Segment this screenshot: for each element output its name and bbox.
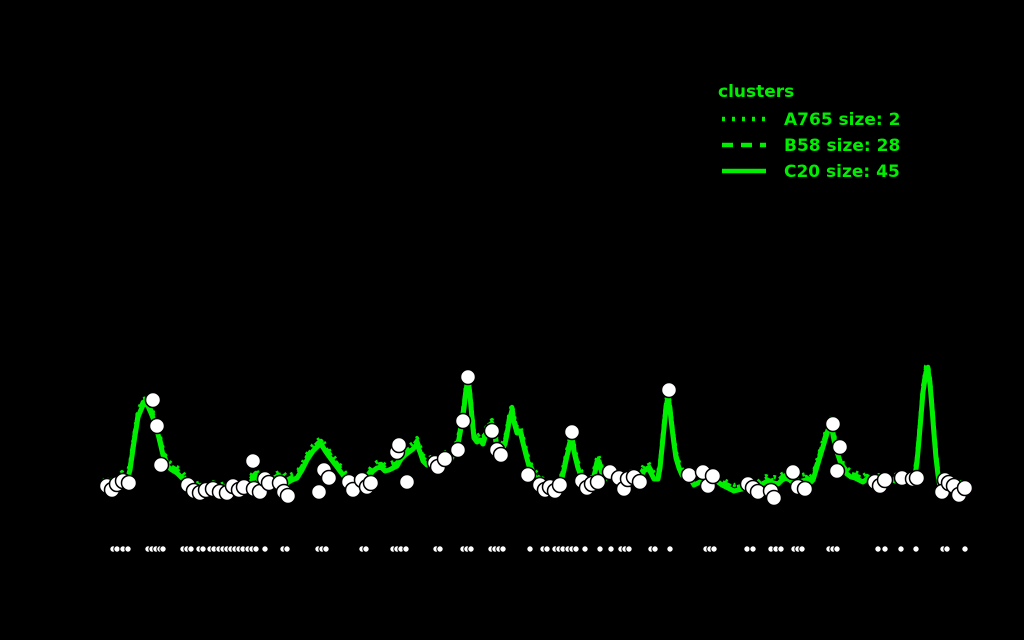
rug-point <box>526 545 534 553</box>
data-point-marker <box>765 489 783 507</box>
data-point-marker <box>152 456 170 474</box>
legend-label-c20: C20 size: 45 <box>784 162 900 182</box>
rug-point <box>749 545 757 553</box>
rug-point <box>261 545 269 553</box>
rug-point <box>874 545 882 553</box>
rug-point <box>252 545 260 553</box>
data-point-marker <box>831 438 849 456</box>
data-point-marker <box>563 423 581 441</box>
data-point-marker <box>551 476 569 494</box>
rug-point <box>187 545 195 553</box>
rug-point <box>881 545 889 553</box>
rug-point <box>159 545 167 553</box>
rug-point <box>467 545 475 553</box>
data-point-marker <box>828 462 846 480</box>
rug-point <box>499 545 507 553</box>
data-point-marker <box>449 441 467 459</box>
data-point-marker <box>660 381 678 399</box>
data-point-marker <box>144 391 162 409</box>
rug-point <box>625 545 633 553</box>
rug-point <box>743 545 751 553</box>
data-point-marker <box>148 417 166 435</box>
rug-point <box>581 545 589 553</box>
legend-title: clusters <box>718 82 794 102</box>
rug-point <box>666 545 674 553</box>
rug-point <box>362 545 370 553</box>
data-point-marker <box>483 422 501 440</box>
rug-point <box>596 545 604 553</box>
rug-point <box>113 545 121 553</box>
data-point-marker <box>519 466 537 484</box>
rug-point <box>961 545 969 553</box>
rug-point <box>912 545 920 553</box>
legend-item-c20: C20 size: 45 <box>722 162 900 182</box>
medoid-markers-layer <box>98 368 974 507</box>
data-point-marker <box>796 480 814 498</box>
rug-point <box>710 545 718 553</box>
rug-point <box>897 545 905 553</box>
data-point-marker <box>876 471 894 489</box>
data-point-marker <box>492 446 510 464</box>
data-point-marker <box>244 452 262 470</box>
rug-point <box>124 545 132 553</box>
legend-item-b58: B58 size: 28 <box>722 136 900 156</box>
data-point-marker <box>784 463 802 481</box>
rug-point <box>199 545 207 553</box>
rug-point <box>543 545 551 553</box>
rug-point <box>777 545 785 553</box>
rug-point <box>436 545 444 553</box>
legend: clusters A765 size: 2 B58 size: 28 C20 s… <box>718 82 900 182</box>
data-point-marker <box>680 466 698 484</box>
data-point-marker <box>454 412 472 430</box>
rug-point <box>402 545 410 553</box>
rug-points-layer <box>109 545 969 553</box>
legend-label-b58: B58 size: 28 <box>784 136 900 156</box>
rug-point <box>651 545 659 553</box>
data-point-marker <box>631 473 649 491</box>
data-point-marker <box>956 479 974 497</box>
data-point-marker <box>908 469 926 487</box>
data-point-marker <box>704 467 722 485</box>
rug-point <box>283 545 291 553</box>
data-point-marker <box>436 450 454 468</box>
rug-point <box>572 545 580 553</box>
legend-item-a765: A765 size: 2 <box>722 110 900 130</box>
rug-point <box>943 545 951 553</box>
data-point-marker <box>824 415 842 433</box>
rug-point <box>607 545 615 553</box>
data-point-marker <box>279 487 297 505</box>
rug-point <box>798 545 806 553</box>
legend-label-a765: A765 size: 2 <box>784 110 900 130</box>
data-point-marker <box>320 469 338 487</box>
data-point-marker <box>120 474 138 492</box>
data-point-marker <box>589 473 607 491</box>
data-point-marker <box>362 474 380 492</box>
rug-point <box>322 545 330 553</box>
data-point-marker <box>390 436 408 454</box>
rug-point <box>833 545 841 553</box>
data-point-marker <box>310 483 328 501</box>
data-point-marker <box>398 473 416 491</box>
data-point-marker <box>459 368 477 386</box>
